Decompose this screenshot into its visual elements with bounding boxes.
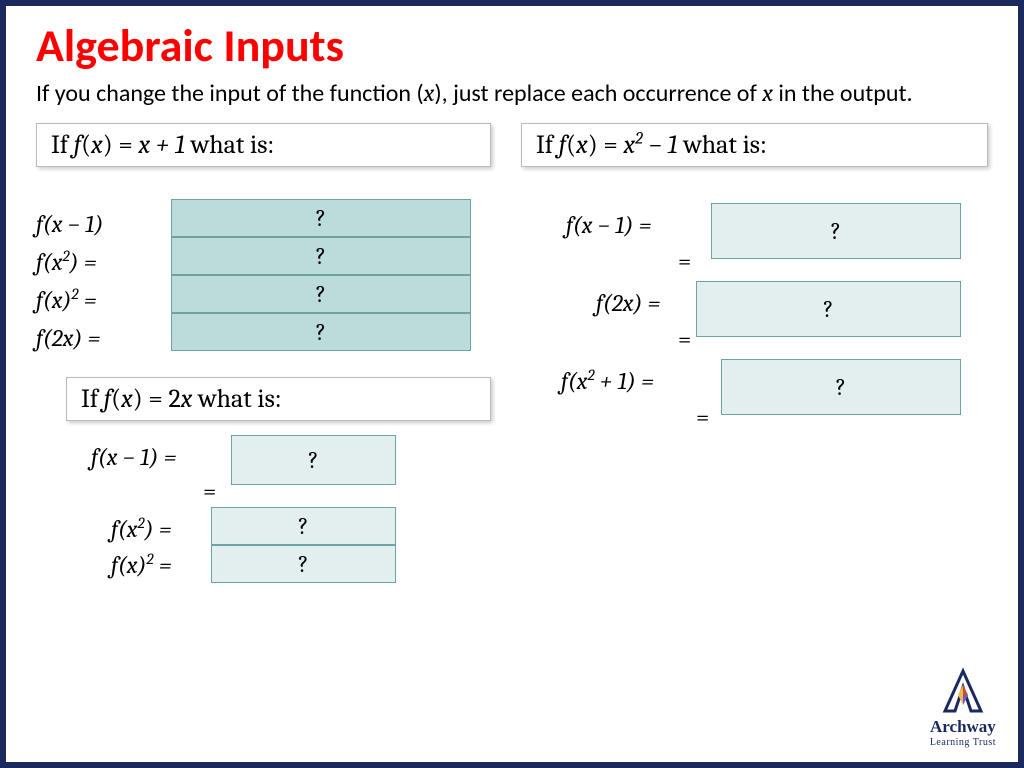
answer-box[interactable]: ? [171, 313, 471, 351]
prompt-text: ) = 2 [133, 384, 181, 414]
answer-box[interactable]: ? [211, 545, 396, 583]
eq-eq: ) = [70, 248, 97, 276]
answer-box[interactable]: ? [211, 507, 396, 545]
prompt-text: what is: [192, 384, 281, 414]
eq-arg: (2x) = [43, 324, 101, 352]
prompt-sup: 2 [635, 130, 643, 149]
eq-eq: = [203, 477, 216, 505]
page-subtitle: If you change the input of the function … [6, 78, 1018, 123]
eq-fn: f [561, 367, 568, 395]
equation-list: f(x − 1) f(x2) = f(x)2 = f(2x) = [36, 205, 103, 357]
subtitle-text: ), just replace each occurrence of [434, 79, 762, 108]
prompt-var: x [121, 384, 133, 414]
eq-fn: f [36, 248, 43, 276]
eq-fn: f [36, 324, 43, 352]
eq-arg: (x) [43, 286, 72, 314]
eq-sup: 2 [587, 366, 594, 384]
prompt-expr: x [624, 130, 636, 160]
prompt-text: ( [111, 384, 121, 414]
answer-box[interactable]: ? [231, 435, 396, 485]
eq-fn: f [36, 286, 43, 314]
prompt-box-1: If f(x) = x + 1 what is: [36, 123, 491, 167]
eq-sup: 2 [146, 550, 153, 568]
subtitle-text: If you change the input of the function … [36, 79, 424, 108]
prompt-text: If [81, 384, 104, 414]
prompt-text: ) = [103, 130, 139, 160]
eq-arg: (x − 1) [43, 210, 104, 238]
answer-box[interactable]: ? [171, 275, 471, 313]
eq-eq: = [678, 247, 691, 275]
eq-arg: (x [118, 515, 138, 543]
eq-fn: f [91, 443, 98, 471]
eq-sup: 2 [71, 285, 78, 303]
answer-box[interactable]: ? [696, 281, 961, 337]
eq-sup: 2 [137, 514, 144, 532]
prompt-var: x [91, 130, 103, 160]
prompt-var: x [576, 130, 588, 160]
prompt-expr: − 1 [643, 130, 678, 160]
prompt-text: what is: [185, 130, 274, 160]
answer-box[interactable]: ? [711, 203, 961, 259]
answer-box[interactable]: ? [721, 359, 961, 415]
eq-arg: (x [568, 367, 588, 395]
eq-fn: f [36, 210, 43, 238]
prompt-box-3: If f(x) = x2 − 1 what is: [521, 123, 988, 167]
eq-sup: 2 [62, 247, 69, 265]
brand-name: Archway [930, 717, 996, 737]
prompt-text: If [51, 130, 74, 160]
eq-eq: + 1) = [595, 367, 654, 395]
subtitle-text: in the output. [773, 79, 913, 108]
eq-fn: f [111, 551, 118, 579]
prompt-text: what is: [678, 130, 767, 160]
eq-eq: = [154, 551, 172, 579]
answer-box[interactable]: ? [171, 237, 471, 275]
archway-icon [935, 667, 991, 715]
prompt-text: ( [81, 130, 91, 160]
eq-arg: (x − 1) = [573, 211, 652, 239]
answer-box[interactable]: ? [171, 199, 471, 237]
prompt-expr: x [181, 384, 193, 414]
exercise-block-1: f(x − 1) f(x2) = f(x)2 = f(2x) = ? ? ? ? [36, 189, 491, 359]
prompt-text: ) = [588, 130, 624, 160]
subtitle-var: x [424, 79, 435, 107]
eq-fn: f [596, 289, 603, 317]
prompt-box-2: If f(x) = 2x what is: [66, 377, 491, 421]
eq-fn: f [566, 211, 573, 239]
exercise-block-3: f(x − 1) = = f(2x) = = f(x2 + 1) = = ? ?… [521, 189, 988, 479]
eq-fn: f [111, 515, 118, 543]
prompt-text: ( [566, 130, 576, 160]
eq-arg: (x − 1) = [98, 443, 177, 471]
eq-arg: (x) [118, 551, 147, 579]
eq-eq: ) = [145, 515, 172, 543]
eq-arg: (2x) = [603, 289, 661, 317]
exercise-block-2: f(x − 1) = = f(x2) = f(x)2 = ? ? ? [36, 443, 491, 663]
prompt-expr: x + 1 [139, 130, 186, 160]
eq-eq: = [696, 403, 709, 431]
page-title: Algebraic Inputs [6, 6, 1018, 78]
eq-arg: (x [43, 248, 63, 276]
brand-sub: Learning Trust [930, 737, 996, 748]
eq-eq: = [79, 286, 97, 314]
subtitle-var: x [762, 79, 773, 107]
prompt-text: If [536, 130, 559, 160]
eq-eq: = [678, 325, 691, 353]
brand-logo: Archway Learning Trust [930, 667, 996, 748]
